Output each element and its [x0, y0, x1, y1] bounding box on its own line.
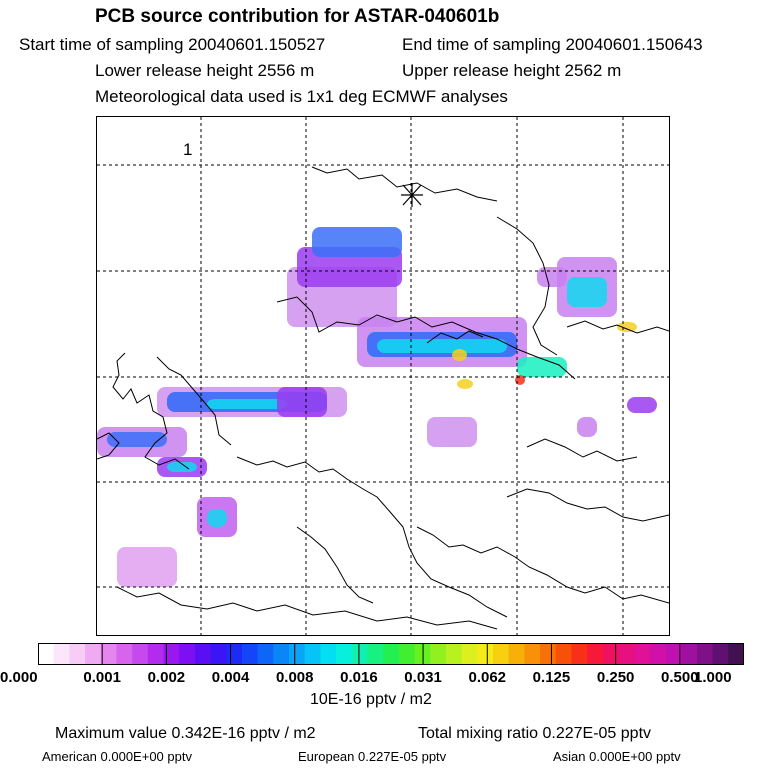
footprint-map: 1 — [96, 116, 670, 636]
concentration-patch — [567, 277, 607, 307]
colorbar-swatch — [445, 643, 463, 665]
colorbar-swatch — [210, 643, 227, 665]
colorbar-swatch — [492, 643, 510, 665]
colorbar-swatch — [38, 643, 55, 665]
colorbar-tick-label: 0.031 — [404, 669, 442, 686]
colorbar-swatch — [336, 643, 353, 665]
colorbar-tick-label: 0.016 — [340, 669, 378, 686]
colorbar-swatch — [618, 643, 635, 665]
concentration-patch — [107, 432, 167, 447]
colorbar-swatch — [163, 643, 180, 665]
colorbar-swatch — [257, 643, 274, 665]
colorbar-swatch — [508, 643, 525, 665]
concentration-patch — [537, 267, 567, 287]
colorbar-tick-label: 0.062 — [468, 669, 507, 686]
colorbar-swatch — [665, 643, 682, 665]
colorbar-tick-label: 0.000 — [0, 669, 38, 686]
colorbar-swatch — [430, 643, 447, 665]
colorbar-swatch — [226, 643, 243, 665]
colorbar-swatch — [351, 643, 369, 665]
concentration-patch — [277, 387, 327, 417]
colorbar-swatch — [116, 643, 133, 665]
colorbar-swatch — [53, 643, 70, 665]
colorbar-tick-label: 0.250 — [596, 669, 635, 686]
colorbar-swatch — [147, 643, 165, 665]
concentration-patch — [117, 547, 177, 587]
colorbar-tick-label: 0.500 — [661, 669, 699, 686]
colorbar-swatch — [69, 643, 86, 665]
colorbar-swatch — [728, 643, 745, 665]
concentration-patch — [627, 397, 657, 413]
colorbar-swatch — [587, 643, 604, 665]
concentration-patch — [452, 349, 467, 361]
colorbar-tick-label: 0.125 — [532, 669, 571, 686]
colorbar-swatch — [398, 643, 416, 665]
colorbar-tick-label: 0.002 — [147, 669, 186, 686]
colorbar-swatch — [540, 643, 557, 665]
colorbar-swatch — [571, 643, 588, 665]
colorbar-swatch — [461, 643, 478, 665]
concentration-patch — [617, 322, 637, 332]
colorbar-swatch — [241, 643, 259, 665]
american-contribution: American 0.000E+00 pptv — [42, 749, 192, 764]
colorbar-swatch — [477, 643, 494, 665]
graticule — [97, 117, 669, 635]
end-time: End time of sampling 20040601.150643 — [402, 35, 703, 54]
colorbar-swatch — [383, 643, 400, 665]
coastlines — [97, 166, 669, 630]
colorbar-frame — [38, 643, 744, 665]
lower-release-height: Lower release height 2556 m — [95, 61, 315, 80]
colorbar-swatch — [649, 643, 667, 665]
colorbar-swatch — [100, 643, 118, 665]
colorbar-swatch — [634, 643, 651, 665]
colorbar-swatch — [602, 643, 620, 665]
asian-contribution: Asian 0.000E+00 pptv — [553, 749, 681, 764]
european-contribution: European 0.227E-05 pptv — [298, 749, 447, 764]
colorbar-swatch — [320, 643, 337, 665]
asterisk-icon — [401, 183, 423, 207]
concentration-patch — [577, 417, 597, 437]
colorbar-tick-label: 1.000 — [694, 669, 732, 686]
map-canvas: 1 — [97, 117, 669, 635]
colorbar-swatch — [555, 643, 573, 665]
concentration-patch — [207, 509, 227, 527]
concentration-patch — [167, 462, 197, 472]
concentration-patch — [427, 417, 477, 447]
colorbar-swatch — [179, 643, 196, 665]
colorbar — [37, 643, 745, 665]
colorbar-tick-label: 0.004 — [211, 669, 250, 686]
concentration-patch — [517, 357, 567, 377]
colorbar-swatch — [85, 643, 102, 665]
colorbar-unit: 10E-16 pptv / m2 — [310, 691, 432, 708]
colorbar-swatch — [696, 643, 714, 665]
colorbar-swatch — [367, 643, 384, 665]
concentration-patch — [457, 379, 473, 389]
colorbar-swatch — [304, 643, 321, 665]
colorbar-swatch — [194, 643, 212, 665]
concentration-field — [97, 227, 657, 587]
maximum-value: Maximum value 0.342E-16 pptv / m2 — [55, 725, 316, 742]
concentration-patch — [207, 399, 287, 409]
plot-title: PCB source contribution for ASTAR-040601… — [95, 6, 500, 27]
concentration-patch — [377, 339, 507, 353]
colorbar-swatch — [273, 643, 290, 665]
colorbar-swatches — [37, 643, 745, 665]
total-mixing-ratio: Total mixing ratio 0.227E-05 pptv — [418, 725, 652, 742]
map-marker-label: 1 — [183, 140, 192, 159]
colorbar-swatch — [681, 643, 698, 665]
colorbar-swatch — [289, 643, 306, 665]
colorbar-tick-label: 0.008 — [275, 669, 314, 686]
upper-release-height: Upper release height 2562 m — [402, 61, 622, 80]
meteorological-data-note: Meteorological data used is 1x1 deg ECMW… — [95, 87, 508, 106]
colorbar-tick-label: 0.001 — [83, 669, 121, 686]
concentration-patch — [312, 227, 402, 257]
colorbar-swatch — [712, 643, 729, 665]
colorbar-swatch — [524, 643, 541, 665]
start-time: Start time of sampling 20040601.150527 — [19, 35, 326, 54]
colorbar-swatch — [132, 643, 149, 665]
